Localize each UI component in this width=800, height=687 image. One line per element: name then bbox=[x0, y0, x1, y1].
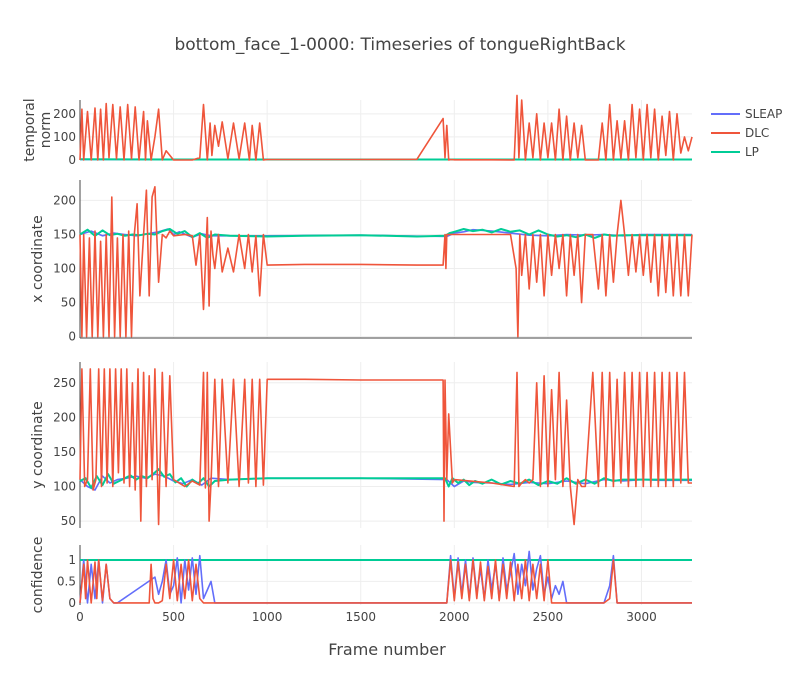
y-tick-label: 0 bbox=[68, 153, 76, 167]
y-axis-label: x coordinate bbox=[30, 215, 46, 302]
y-tick-label: 200 bbox=[53, 107, 76, 121]
y-tick-label: 0 bbox=[68, 330, 76, 344]
series-line-lp bbox=[79, 468, 692, 489]
y-axis-label: norm bbox=[38, 112, 54, 149]
y-axis-label: confidence bbox=[30, 537, 46, 614]
y-tick-label: 200 bbox=[53, 410, 76, 424]
y-tick-label: 250 bbox=[53, 376, 76, 390]
legend-item-lp[interactable]: LP bbox=[711, 145, 759, 159]
y-tick-label: 200 bbox=[53, 193, 76, 207]
legend-item-sleap[interactable]: SLEAP bbox=[711, 107, 782, 121]
x-tick-label: 2000 bbox=[439, 610, 470, 624]
panel-2: 0 50 100 150 200 x coordinate bbox=[30, 180, 693, 344]
y-axis-label: y coordinate bbox=[30, 401, 46, 488]
legend-label: DLC bbox=[745, 126, 769, 140]
y-tick-label: 50 bbox=[61, 514, 76, 528]
x-tick-label: 3000 bbox=[626, 610, 657, 624]
x-axis-ticks: 0 500 1000 1500 2000 2500 3000 bbox=[76, 610, 657, 624]
x-tick-label: 0 bbox=[76, 610, 84, 624]
y-tick-label: 100 bbox=[53, 480, 76, 494]
panel-3: 50 100 150 200 250 y coordinate bbox=[30, 362, 692, 528]
series-line-dlc bbox=[79, 368, 692, 526]
y-tick-label: 0.5 bbox=[57, 574, 76, 588]
y-axis-label: temporal bbox=[22, 98, 38, 161]
panel-4: 0 0.5 1 confidence bbox=[30, 537, 692, 614]
panel-1: 0 100 200 temporal norm bbox=[22, 94, 693, 167]
x-tick-label: 1000 bbox=[252, 610, 283, 624]
y-tick-label: 150 bbox=[53, 445, 76, 459]
x-tick-label: 1500 bbox=[345, 610, 376, 624]
x-tick-label: 2500 bbox=[533, 610, 564, 624]
y-tick-label: 100 bbox=[53, 130, 76, 144]
y-tick-label: 50 bbox=[61, 296, 76, 310]
x-tick-label: 500 bbox=[162, 610, 185, 624]
chart-title: bottom_face_1-0000: Timeseries of tongue… bbox=[174, 35, 625, 55]
y-tick-label: 100 bbox=[53, 262, 76, 276]
legend-label: SLEAP bbox=[745, 107, 782, 121]
y-tick-label: 1 bbox=[68, 553, 76, 567]
legend-item-dlc[interactable]: DLC bbox=[711, 126, 769, 140]
y-tick-label: 0 bbox=[68, 596, 76, 610]
series-line-dlc bbox=[79, 94, 693, 161]
series-line-dlc bbox=[79, 186, 693, 338]
series-line-dlc bbox=[79, 559, 692, 604]
legend[interactable]: SLEAP DLC LP bbox=[711, 107, 782, 159]
legend-label: LP bbox=[745, 145, 759, 159]
x-axis-label: Frame number bbox=[328, 640, 446, 659]
y-tick-label: 150 bbox=[53, 227, 76, 241]
